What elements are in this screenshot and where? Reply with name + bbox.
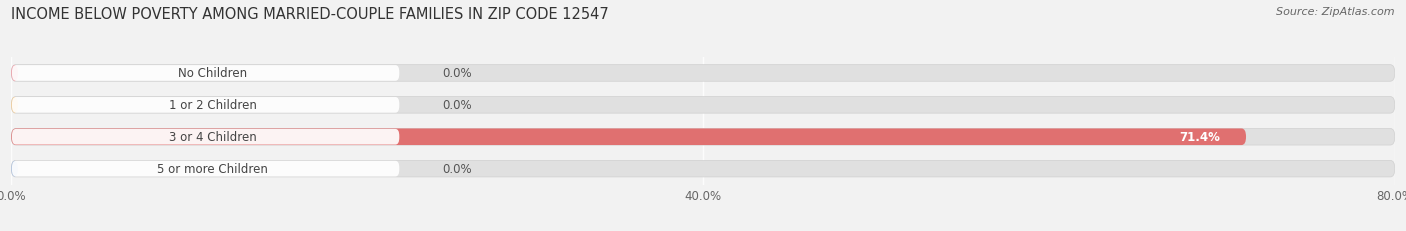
Text: 0.0%: 0.0% [441,99,471,112]
Text: Source: ZipAtlas.com: Source: ZipAtlas.com [1277,7,1395,17]
FancyBboxPatch shape [11,65,18,82]
FancyBboxPatch shape [11,129,1246,146]
Text: 71.4%: 71.4% [1180,131,1220,144]
FancyBboxPatch shape [11,98,399,113]
FancyBboxPatch shape [11,129,1395,146]
FancyBboxPatch shape [11,97,1395,114]
Text: 3 or 4 Children: 3 or 4 Children [169,131,256,144]
FancyBboxPatch shape [11,66,399,81]
FancyBboxPatch shape [11,129,399,145]
FancyBboxPatch shape [11,161,399,177]
Text: 5 or more Children: 5 or more Children [157,162,269,175]
FancyBboxPatch shape [11,161,18,177]
Text: No Children: No Children [179,67,247,80]
Text: 0.0%: 0.0% [441,162,471,175]
Text: 0.0%: 0.0% [441,67,471,80]
FancyBboxPatch shape [11,161,1395,177]
Text: INCOME BELOW POVERTY AMONG MARRIED-COUPLE FAMILIES IN ZIP CODE 12547: INCOME BELOW POVERTY AMONG MARRIED-COUPL… [11,7,609,22]
FancyBboxPatch shape [11,97,18,114]
Text: 1 or 2 Children: 1 or 2 Children [169,99,257,112]
FancyBboxPatch shape [11,65,1395,82]
